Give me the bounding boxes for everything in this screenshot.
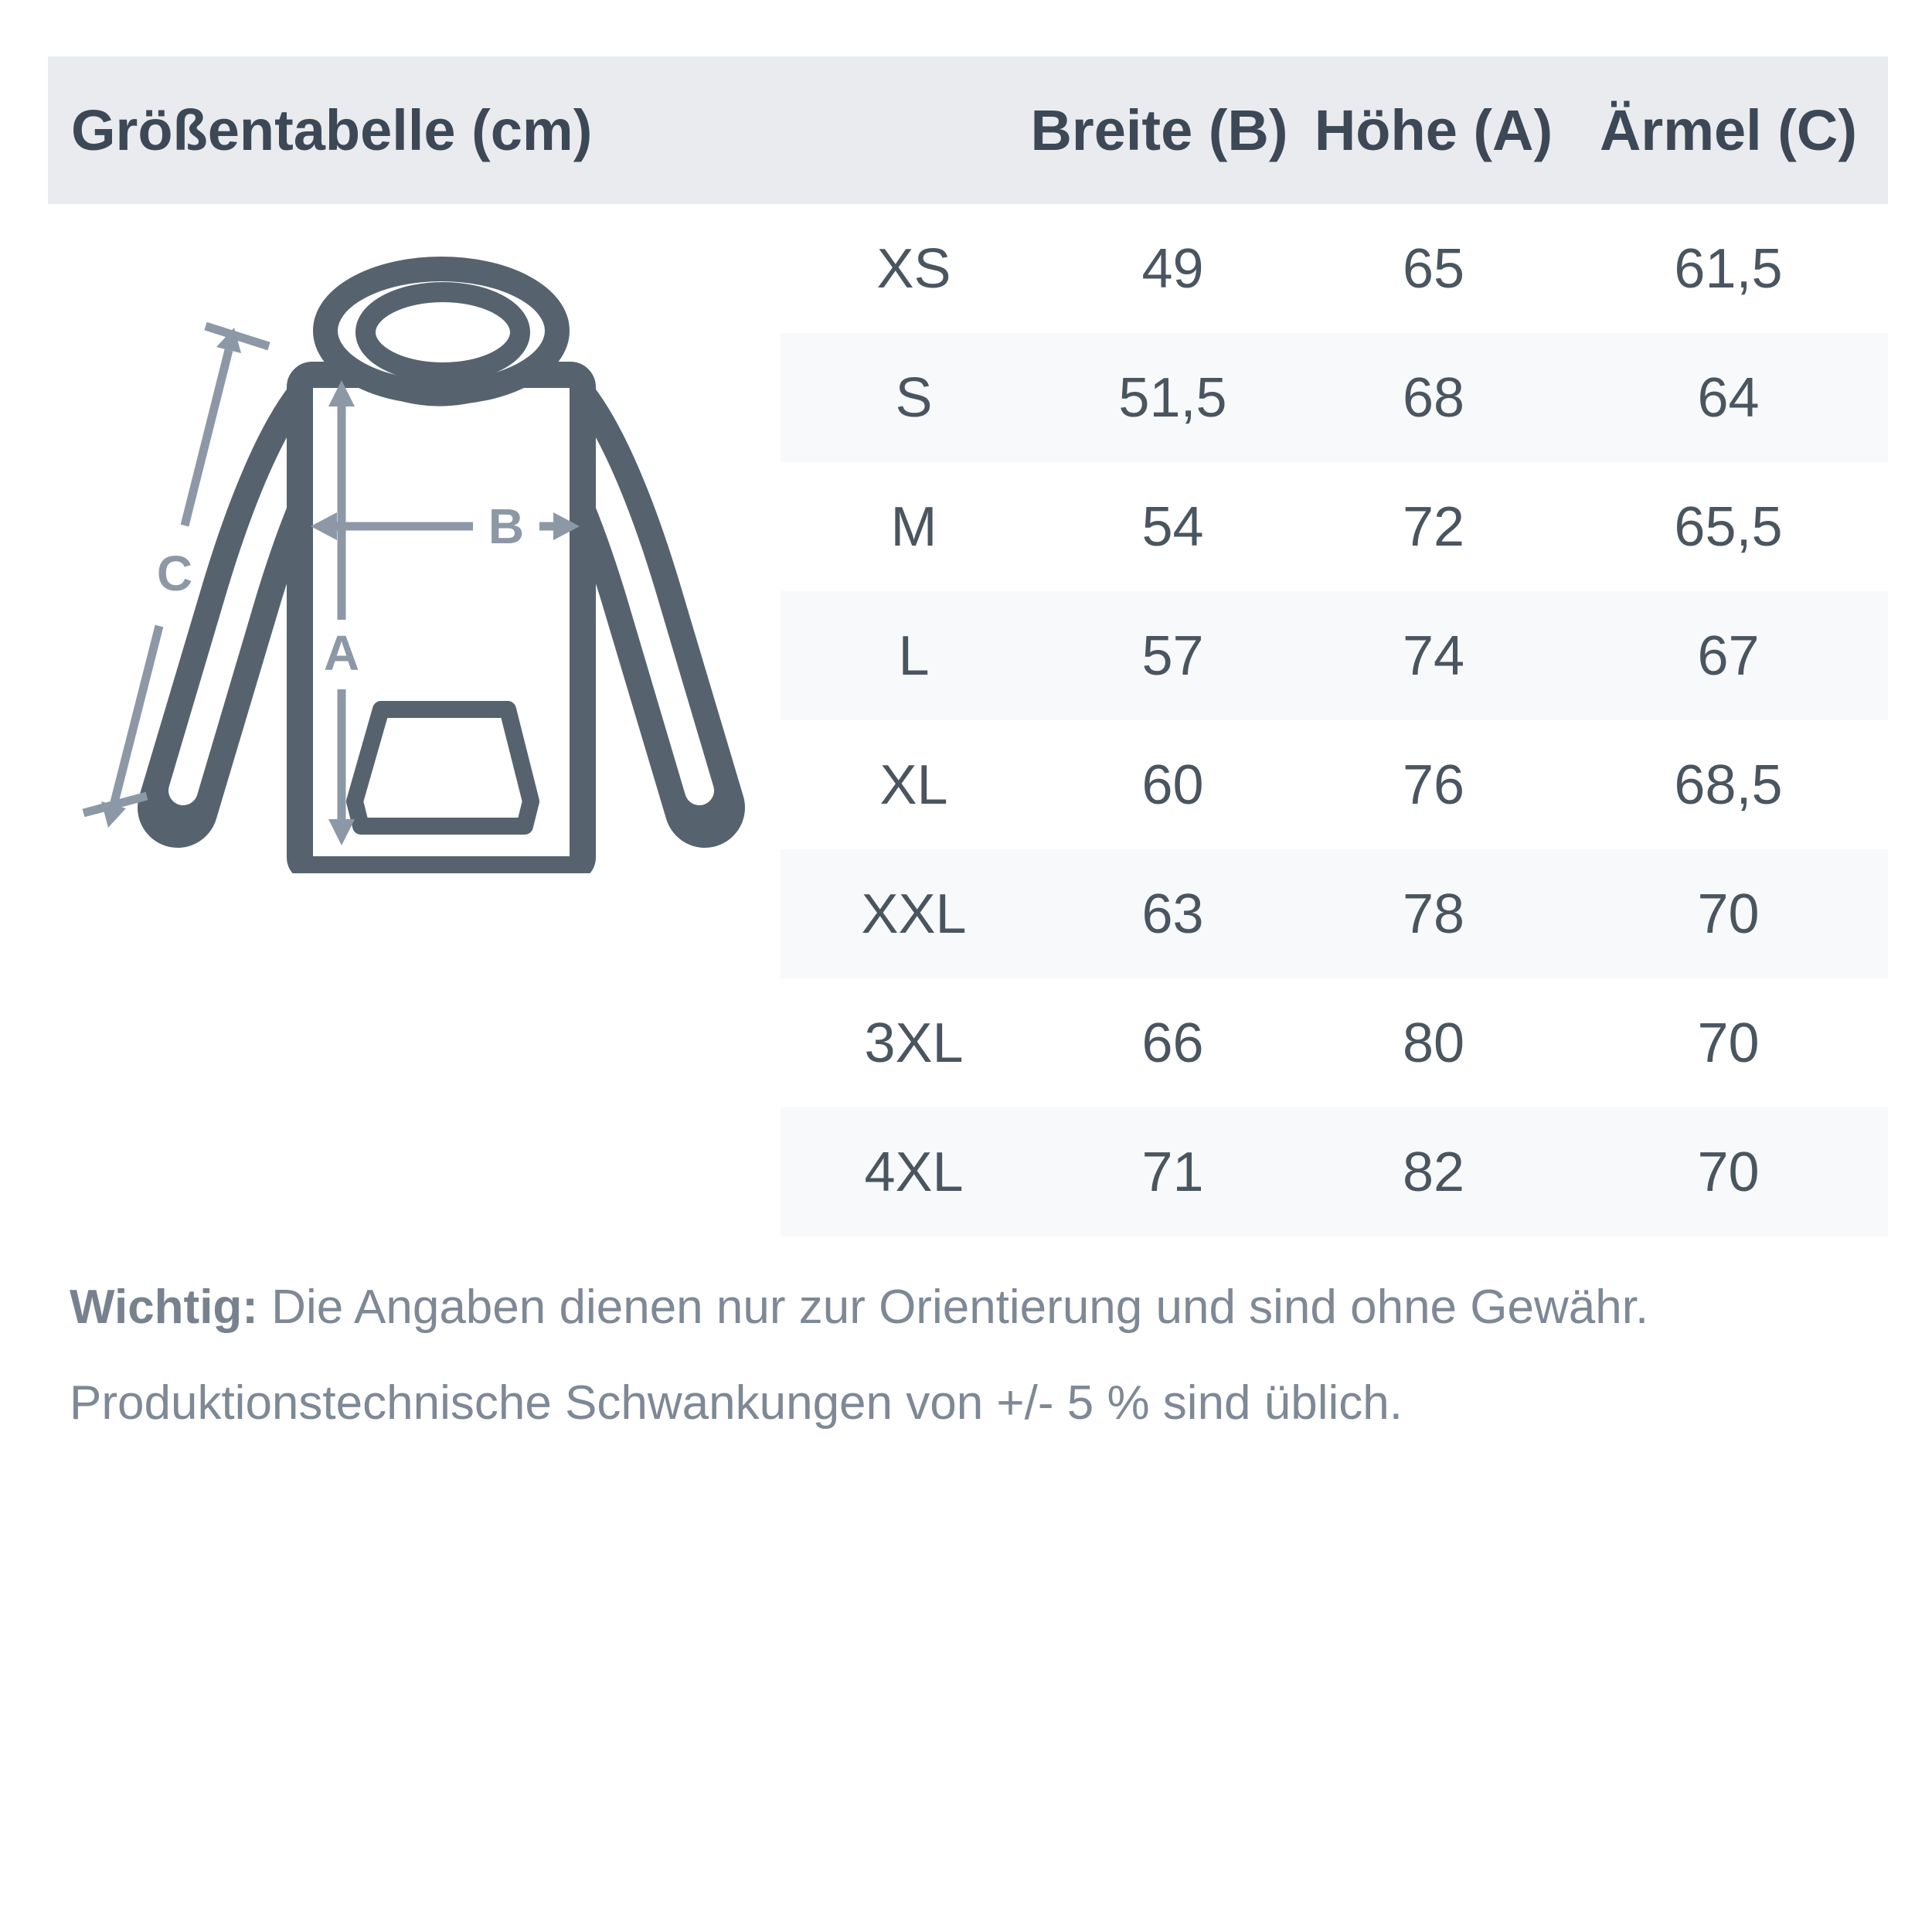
arrow-c-line [180, 349, 233, 527]
aermel-value: 70 [1697, 883, 1760, 945]
arrowhead-a-down [328, 819, 355, 845]
arrow-c-line [109, 624, 164, 807]
arrowhead-c-down [101, 801, 126, 828]
table-row: XL 60 76 68,5 [781, 720, 1888, 849]
size-label: XL [879, 753, 948, 816]
aermel-value: 61,5 [1674, 237, 1783, 300]
arrowhead-b-left [311, 512, 337, 540]
size-label: L [898, 624, 930, 687]
breite-value: 66 [1141, 1012, 1204, 1074]
hoehe-value: 65 [1402, 237, 1465, 300]
size-table: XS 49 65 61,5 S 51,5 68 64 M 54 72 65,5 … [781, 204, 1888, 1236]
breite-value: 60 [1141, 753, 1204, 816]
hoehe-value: 68 [1402, 366, 1465, 429]
aermel-value: 65,5 [1674, 495, 1783, 558]
size-label: 4XL [864, 1141, 964, 1203]
dimension-arrowheads [101, 328, 580, 845]
hoehe-value: 74 [1402, 624, 1465, 687]
breite-value: 49 [1141, 237, 1204, 300]
size-label: M [890, 495, 937, 558]
label-a: A [324, 625, 359, 681]
arrow-c-tick [82, 791, 148, 818]
breite-value: 71 [1141, 1141, 1204, 1203]
aermel-value: 64 [1697, 366, 1760, 429]
table-header: Größentabelle (cm) Breite (B) Höhe (A) Ä… [48, 56, 1888, 204]
aermel-value: 70 [1697, 1012, 1760, 1074]
breite-value: 54 [1141, 495, 1204, 558]
breite-value: 51,5 [1118, 366, 1227, 429]
size-label: S [895, 366, 933, 429]
arrowhead-c-up [216, 328, 241, 353]
note-bold-prefix: Wichtig: [70, 1281, 258, 1334]
note-line-1: Die Angaben dienen nur zur Orientierung … [257, 1281, 1649, 1334]
table-row: L 57 74 67 [781, 591, 1888, 720]
dimension-labels: A B C [157, 498, 524, 681]
hoehe-value: 78 [1402, 883, 1465, 945]
column-header-hoehe: Höhe (A) [1314, 98, 1553, 162]
arrowhead-a-up [328, 380, 355, 406]
table-row: M 54 72 65,5 [781, 462, 1888, 591]
aermel-value: 70 [1697, 1141, 1760, 1203]
hoehe-value: 82 [1402, 1141, 1465, 1203]
table-row: XXL 63 78 70 [781, 849, 1888, 978]
disclaimer-note: Wichtig: Die Angaben dienen nur zur Orie… [70, 1260, 1878, 1451]
breite-value: 63 [1141, 883, 1204, 945]
page-title: Größentabelle (cm) [71, 98, 593, 162]
column-header-aermel: Ärmel (C) [1599, 98, 1858, 162]
label-c: C [157, 546, 192, 601]
arrowhead-b-right [553, 512, 580, 540]
note-line-2: Produktionstechnische Schwankungen von +… [70, 1376, 1403, 1430]
table-row: 3XL 66 80 70 [781, 978, 1888, 1107]
size-label: XS [876, 237, 951, 300]
hoodie-hood [313, 257, 570, 406]
label-b: B [488, 498, 524, 554]
size-label: 3XL [864, 1012, 964, 1074]
arrow-c-tick [204, 321, 270, 351]
size-label: XXL [861, 883, 967, 945]
hoehe-value: 80 [1402, 1012, 1465, 1074]
aermel-value: 67 [1697, 624, 1760, 687]
breite-value: 57 [1141, 624, 1204, 687]
hoodie-pocket [346, 701, 539, 835]
hoodie-diagram-icon: A B C [82, 257, 745, 873]
table-row: XS 49 65 61,5 [781, 204, 1888, 333]
table-row: S 51,5 68 64 [781, 333, 1888, 462]
aermel-value: 68,5 [1674, 753, 1783, 816]
hoehe-value: 76 [1402, 753, 1465, 816]
hoehe-value: 72 [1402, 495, 1465, 558]
column-header-breite: Breite (B) [1030, 98, 1288, 162]
table-row: 4XL 71 82 70 [781, 1107, 1888, 1236]
